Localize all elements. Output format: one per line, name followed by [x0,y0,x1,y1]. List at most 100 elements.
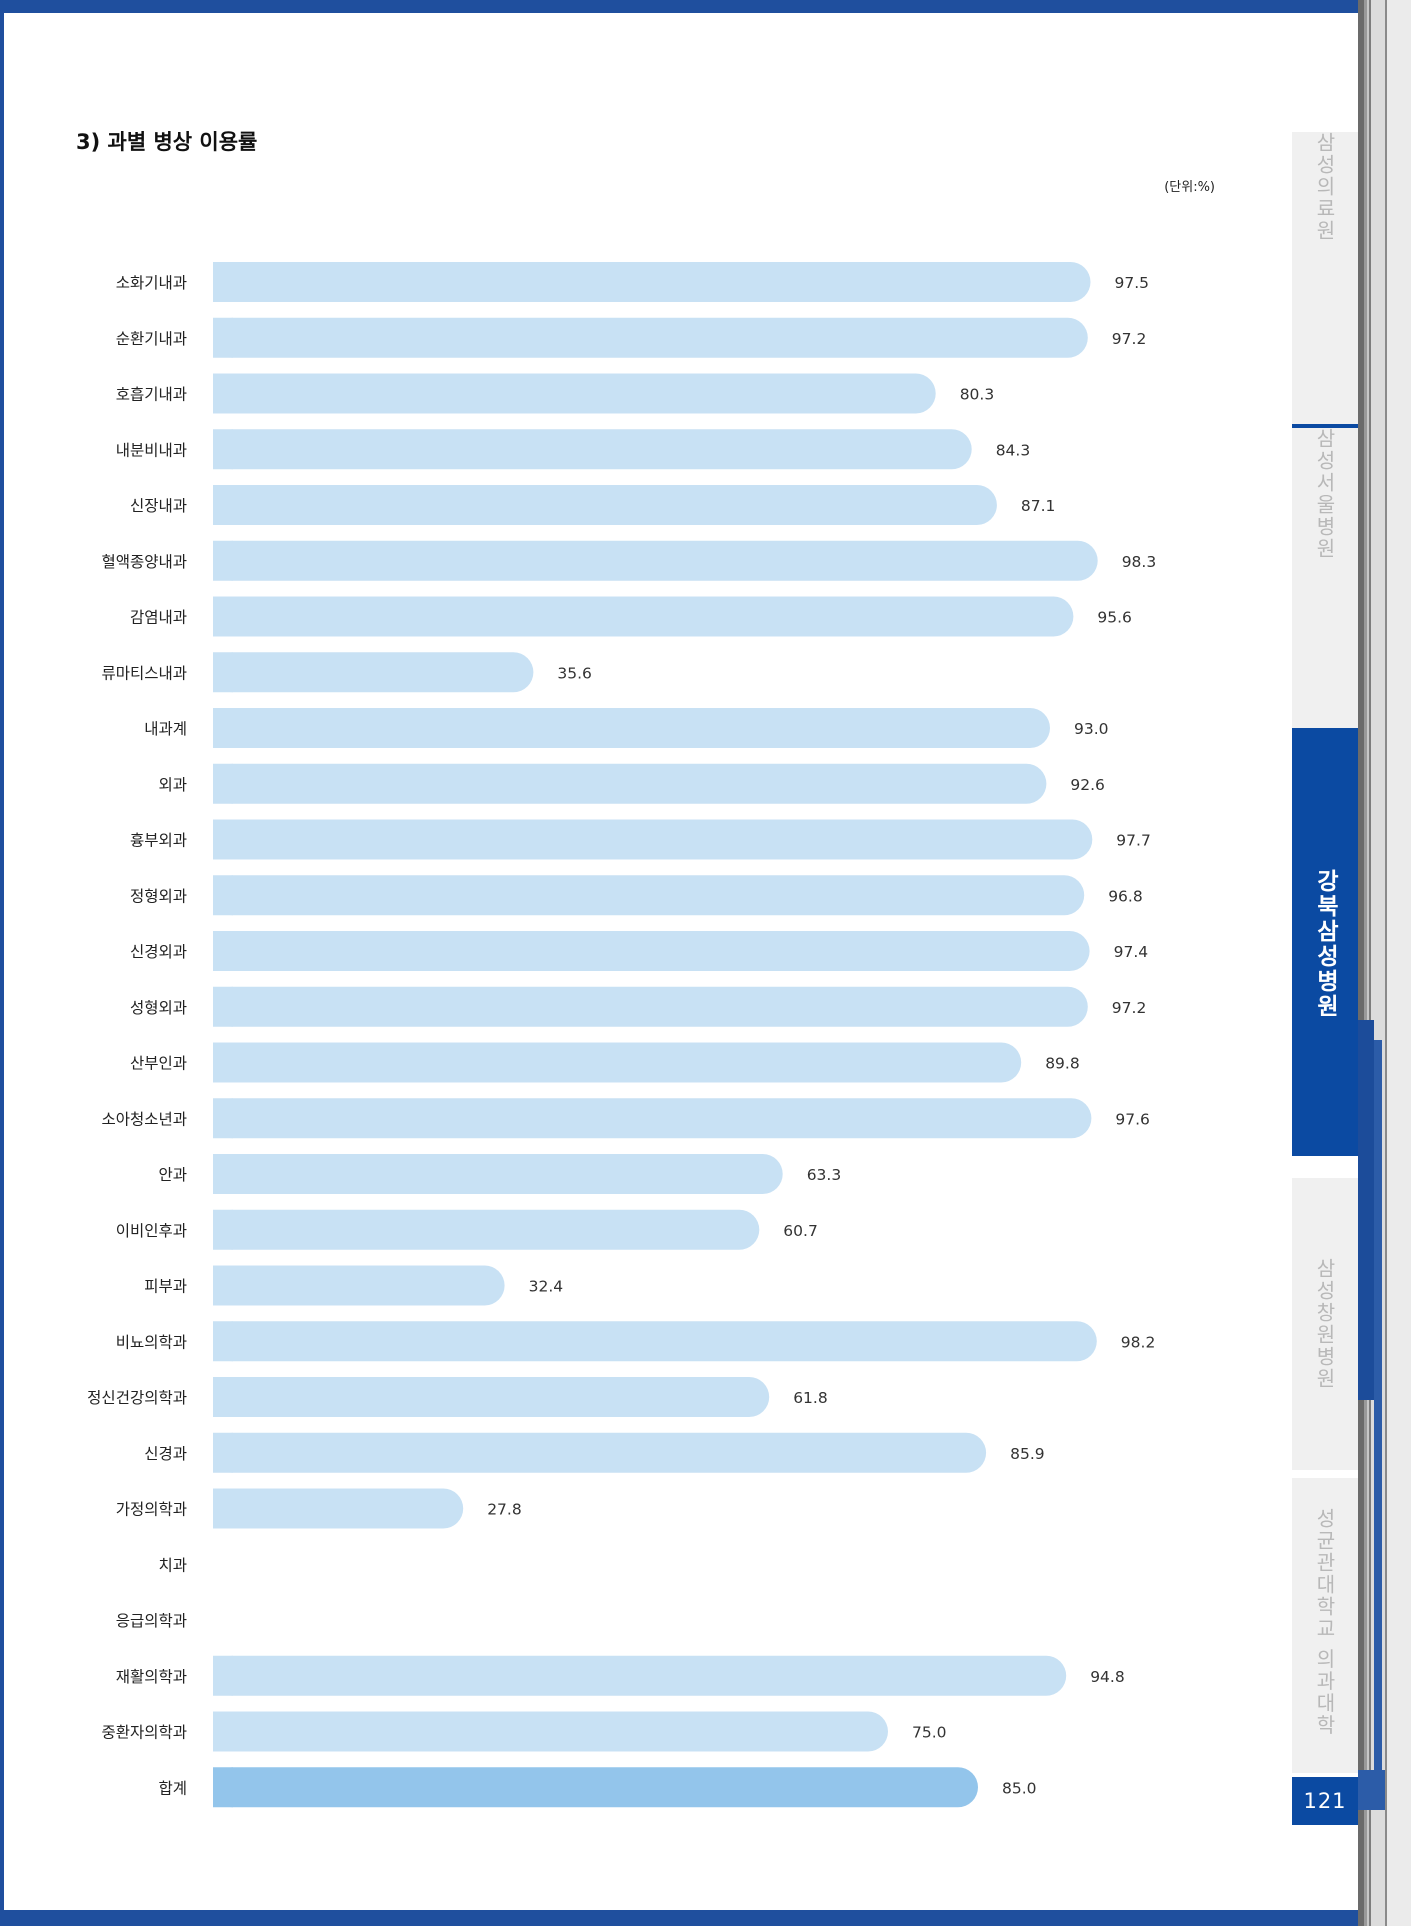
bar-square-start [213,1377,233,1417]
bar [213,1488,464,1529]
value-label: 98.2 [1121,1333,1156,1351]
category-label: 가정의학과 [116,1501,187,1519]
value-label: 27.8 [487,1501,522,1519]
bar [213,317,1088,358]
category-label: 안과 [158,1166,187,1184]
category-label: 순환기내과 [116,330,187,348]
bar [213,429,972,470]
total-bar [213,1767,978,1808]
bar [213,1042,1022,1083]
value-label: 97.2 [1112,330,1147,348]
bar-square-start [213,763,233,804]
side-tab-kangbuk-samsung-hospital[interactable]: 강북삼성병원 [1292,732,1358,1152]
bar-square-start [213,986,233,1027]
value-label: 97.6 [1115,1110,1150,1128]
side-tab-samsung-seoul-hospital[interactable]: 삼성서울병원 [1292,428,1358,728]
value-label: 93.0 [1074,720,1109,738]
bar-square-start [213,540,233,581]
category-label: 내분비내과 [116,441,187,459]
category-label: 응급의학과 [116,1612,187,1630]
page-stack-edge [1358,0,1411,1926]
bar [213,540,1098,581]
bar-square-start [213,485,233,525]
category-label: 피부과 [144,1278,187,1296]
value-label: 92.6 [1070,776,1105,794]
bar-square-start [213,931,233,971]
bar-square-start [213,1321,233,1362]
bar-square-start [213,429,233,470]
category-label: 중환자의학과 [101,1724,187,1742]
bar-square-start [213,373,233,414]
left-page-border [0,0,4,1926]
value-label: 97.7 [1116,832,1151,850]
bar-square-start [213,819,233,860]
bar-square-start [213,875,233,916]
bar-square-start [213,1711,233,1752]
bar [213,931,1090,971]
category-label: 신경외과 [130,943,187,961]
side-tab-skku-medical-school[interactable]: 성균관대학교 의과대학 [1292,1478,1358,1773]
bar-square-start [213,1655,233,1696]
bar-square-start [213,596,233,637]
tab-divider [1292,728,1358,732]
category-label: 신경과 [144,1445,187,1463]
side-tab-samsung-medical-center[interactable]: 삼성의료원 [1292,132,1358,424]
bar-square-start [213,708,233,748]
bar-square-start [213,1098,233,1139]
bar [213,1098,1092,1139]
category-label: 소아청소년과 [101,1110,187,1128]
bar-square-start [213,652,233,693]
category-label: 호흡기내과 [116,386,187,404]
category-label: 감염내과 [130,609,187,627]
bar [213,652,534,693]
tab-divider [1292,424,1358,428]
report-page: 3) 과별 병상 이용률 (단위:%) 소화기내과 97.5 순환기내과 97.2 호흡… [0,0,1358,1926]
bar [213,373,936,414]
bar [213,1711,888,1752]
value-label: 80.3 [960,386,995,404]
unit-label: (단위:%) [1164,180,1215,195]
category-label: 내과계 [144,720,187,738]
side-tab-samsung-changwon-hospital[interactable]: 삼성창원병원 [1292,1178,1358,1470]
top-page-border [0,0,1358,13]
value-label: 94.8 [1090,1668,1125,1686]
bar-square-start [213,1154,233,1194]
value-label: 75.0 [912,1724,947,1742]
value-label: 95.6 [1097,609,1132,627]
bar-square-start [213,1767,233,1808]
bar [213,596,1074,637]
value-label: 63.3 [807,1166,842,1184]
bar-square-start [213,1488,233,1529]
bar [213,1432,987,1473]
value-label: 84.3 [996,441,1031,459]
bar-square-start [213,1042,233,1083]
category-label: 정형외과 [130,887,187,905]
bar-square-start [213,262,233,302]
section-title: 3) 과별 병상 이용률 [76,130,258,154]
side-tab-label: 삼성창원병원 [1312,1258,1337,1390]
category-label: 치과 [158,1556,187,1574]
bar [213,819,1093,860]
bar [213,1154,783,1194]
tab-divider [1292,1152,1358,1156]
bar-square-start [213,1432,233,1473]
bar [213,708,1050,748]
bar [213,485,997,525]
category-label: 외과 [158,776,187,794]
bar-square-start [213,1265,233,1306]
side-tab-label: 삼성의료원 [1312,132,1337,242]
category-label: 재활의학과 [116,1668,187,1686]
bar [213,1377,770,1417]
category-label: 소화기내과 [116,274,187,292]
bottom-page-border [0,1910,1358,1926]
value-label: 35.6 [557,664,592,682]
bar-square-start [213,1209,233,1250]
value-label: 85.9 [1010,1445,1045,1463]
value-label: 96.8 [1108,887,1143,905]
category-label: 흉부외과 [130,832,187,850]
value-label: 87.1 [1021,497,1056,515]
side-tab-label: 삼성서울병원 [1312,428,1337,560]
value-label: 97.2 [1112,999,1147,1017]
value-label: 89.8 [1045,1055,1080,1073]
category-label: 정신건강의학과 [87,1389,187,1407]
